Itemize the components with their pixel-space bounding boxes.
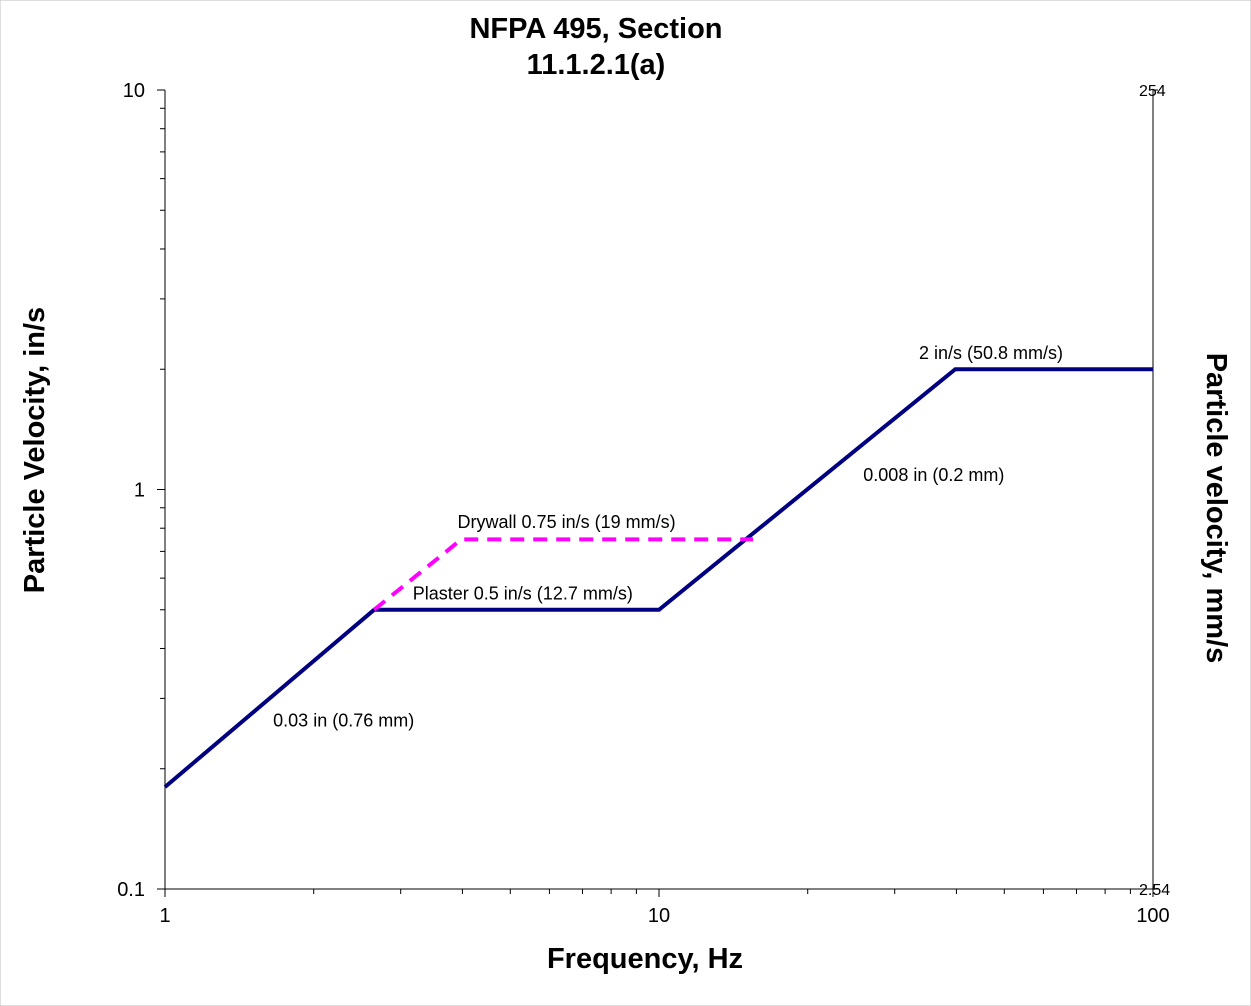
y-right-tick-label: 254 — [1139, 83, 1166, 100]
chart-title-line-2: 11.1.2.1(a) — [527, 49, 666, 81]
chart-title-line-1: NFPA 495, Section — [469, 13, 722, 45]
annotation-label: Drywall 0.75 in/s (19 mm/s) — [458, 512, 676, 532]
series-line-2 — [372, 537, 753, 612]
x-tick-label: 10 — [648, 905, 670, 927]
y-tick-label: 10 — [123, 80, 145, 102]
annotation-label: 2 in/s (50.8 mm/s) — [919, 343, 1063, 363]
y-tick-label: 1 — [134, 480, 145, 502]
annotation-label: 0.008 in (0.2 mm) — [863, 465, 1004, 485]
plot-area: 1 10 100 0.1 1 10 2.54 254 Drywall 0.75 in/s (19… — [117, 80, 1170, 927]
annotation-label: 0.03 in (0.76 mm) — [273, 711, 414, 731]
y-tick-label: 0.1 — [117, 879, 145, 901]
y-right-tick-label: 2.54 — [1139, 882, 1170, 899]
y-axis-right-label: Particle velocity, mm/s — [1200, 353, 1232, 664]
x-axis-label: Frequency, Hz — [547, 943, 743, 975]
series-line-1 — [163, 367, 1153, 789]
annotation-label: Plaster 0.5 in/s (12.7 mm/s) — [413, 584, 633, 604]
x-tick-label: 100 — [1136, 905, 1169, 927]
x-tick-label: 1 — [159, 905, 170, 927]
y-axis-label: Particle Velocity, in/s — [19, 307, 51, 593]
